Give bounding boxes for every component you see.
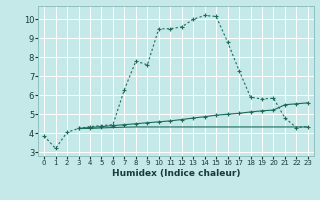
X-axis label: Humidex (Indice chaleur): Humidex (Indice chaleur)	[112, 169, 240, 178]
